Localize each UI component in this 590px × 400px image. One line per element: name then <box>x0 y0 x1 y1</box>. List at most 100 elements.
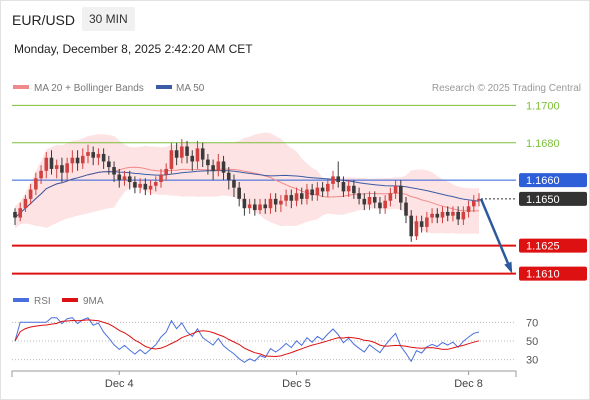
candle-body <box>372 196 377 203</box>
candle-body <box>451 211 455 216</box>
candle-body <box>80 155 85 164</box>
candle-body <box>315 187 320 196</box>
candle-body <box>28 189 33 199</box>
candle-body <box>378 202 382 209</box>
candle-body <box>398 185 403 203</box>
candle-body <box>357 193 361 199</box>
candle-body <box>393 185 398 194</box>
candle-body <box>148 185 153 190</box>
level-tag-1.1660 <box>519 173 587 188</box>
level-label-1.1625: 1.1625 <box>526 241 560 253</box>
ma20-legend-swatch <box>13 85 29 89</box>
candle-body <box>75 157 80 164</box>
candle-body <box>404 202 408 216</box>
rsi-tick-label: 50 <box>526 336 538 348</box>
candle-body <box>34 178 38 190</box>
candle-body <box>461 211 466 220</box>
candle-body <box>299 193 304 199</box>
candle-body <box>122 176 127 181</box>
timeframe-badge[interactable]: 30 MIN <box>82 7 135 31</box>
candle-body <box>268 198 273 209</box>
chart-header: EUR/USD 30 MIN <box>1 1 589 37</box>
candle-body <box>471 200 476 207</box>
candle-body <box>60 165 64 173</box>
candle-body <box>331 176 335 184</box>
rsi-ma-legend-swatch <box>62 298 78 302</box>
candle-body <box>419 221 424 227</box>
candle-body <box>263 204 268 209</box>
candle-body <box>289 195 294 201</box>
candle-body <box>174 150 179 158</box>
ma20-legend-label: MA 20 + Bollinger Bands <box>34 83 144 94</box>
candle-body <box>456 211 460 220</box>
level-label-1.1660: 1.1660 <box>526 175 560 187</box>
candle-body <box>221 161 226 173</box>
candle-body <box>477 198 481 201</box>
timestamp: Monday, December 8, 2025 2:42:20 AM CET <box>14 42 253 56</box>
candle-body <box>23 198 28 209</box>
level-label-1.1700: 1.1700 <box>526 100 560 112</box>
candle-body <box>143 183 148 190</box>
candle-body <box>226 172 231 181</box>
candle-body <box>362 198 367 205</box>
candle-body <box>247 204 252 209</box>
candle-body <box>284 195 288 201</box>
bollinger-bands <box>15 132 479 234</box>
candle-body <box>445 211 450 216</box>
candle-body <box>18 208 23 218</box>
candle-body <box>190 155 195 162</box>
rsi-tick-label: 70 <box>526 317 538 329</box>
source-credit: Research © 2025 Trading Central <box>432 83 581 94</box>
level-tag-1.1625 <box>519 238 587 253</box>
candle-body <box>169 150 174 169</box>
level-labels: 1.1700 1.1680 1.1660 1.1650 1.1625 1.1610 <box>519 100 587 281</box>
instrument-title: EUR/USD <box>12 12 76 28</box>
candle-body <box>216 161 221 171</box>
candle-body <box>54 165 59 169</box>
candle-body <box>383 200 387 209</box>
candle-body <box>86 152 90 156</box>
candle-body <box>112 167 116 175</box>
candle-body <box>49 157 54 169</box>
candle-body <box>117 174 122 181</box>
candle-body <box>232 180 236 188</box>
candle-body <box>253 204 257 211</box>
candle-body <box>39 170 43 179</box>
candle-body <box>310 189 314 196</box>
candle-body <box>13 211 17 218</box>
candle-body <box>91 152 96 158</box>
candle-body <box>242 198 247 209</box>
candle-body <box>346 185 351 192</box>
candle-body <box>70 157 75 164</box>
candle-body <box>466 206 471 212</box>
candle-body <box>127 176 132 183</box>
candle-body <box>195 148 200 162</box>
rsi-tick-label: 30 <box>526 355 538 367</box>
rsi-legend-label: RSI <box>34 296 51 307</box>
candle-body <box>341 182 346 192</box>
candle-body <box>180 146 184 158</box>
rsi-ma-line <box>14 319 480 358</box>
candle-body <box>294 193 299 201</box>
candle-body <box>425 217 429 227</box>
candle-body <box>409 215 414 237</box>
rsi-legend-swatch <box>13 298 29 302</box>
candle-body <box>435 213 440 218</box>
candle-body <box>273 198 278 205</box>
candle-body <box>211 165 215 171</box>
candle-body <box>44 157 49 171</box>
candle-body <box>430 213 434 218</box>
rsi-panel: 70 50 30 <box>12 317 538 367</box>
candle-body <box>367 196 372 205</box>
candle-body <box>352 185 356 194</box>
candle-body <box>133 182 137 188</box>
ma50-legend-swatch <box>156 85 172 89</box>
candle-body <box>185 146 189 156</box>
candle-body <box>320 187 325 192</box>
candle-body <box>96 153 101 158</box>
candle-body <box>305 189 309 199</box>
candle-body <box>336 176 341 183</box>
candle-body <box>153 182 158 186</box>
rsi-ma-legend-label: 9MA <box>83 296 104 307</box>
candle-body <box>388 193 393 201</box>
